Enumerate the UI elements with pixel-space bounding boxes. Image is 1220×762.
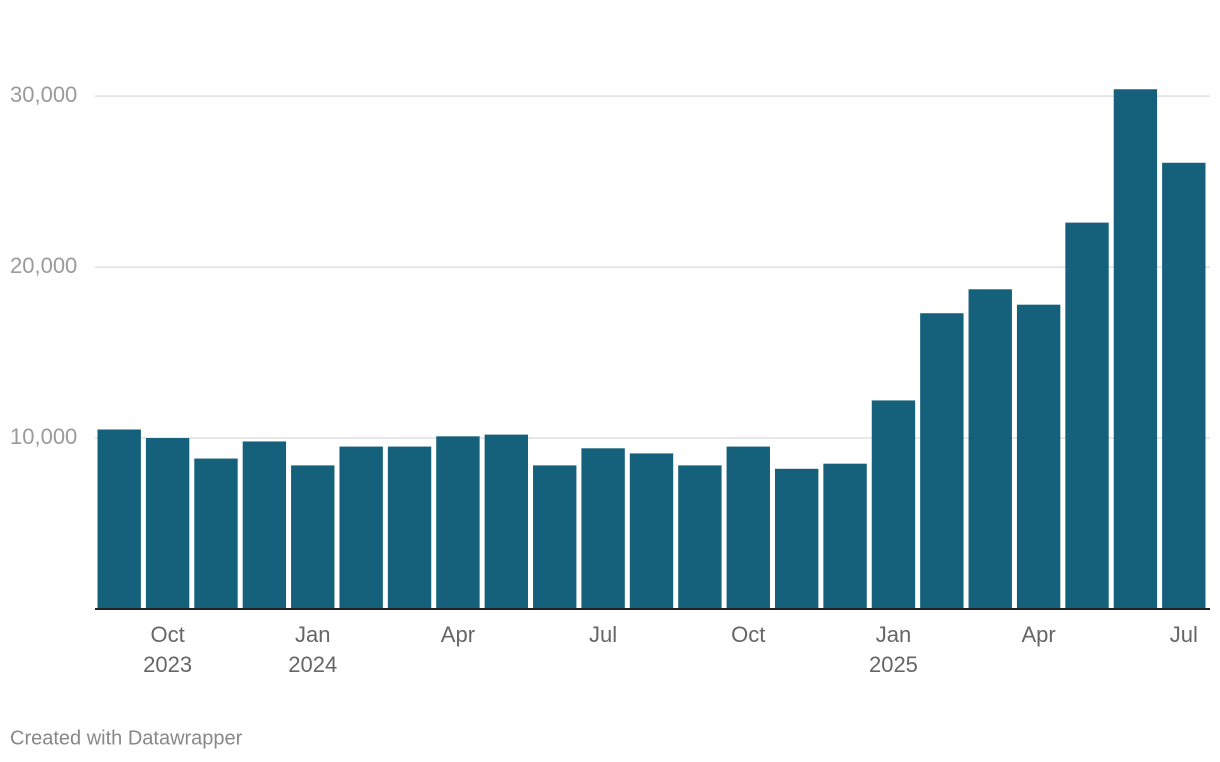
bar (533, 465, 577, 609)
x-tick-label: Oct (731, 622, 765, 647)
x-tick-label: Jan 2025 (869, 622, 918, 677)
footer: Created with Datawrapper (10, 727, 243, 749)
x-tick-label: Oct 2023 (143, 622, 192, 677)
bar (774, 468, 819, 609)
bar (1162, 162, 1206, 609)
bar (387, 446, 432, 609)
bar (678, 465, 722, 609)
bar (242, 441, 287, 609)
bar (436, 436, 480, 609)
y-tick-label: 10,000 (10, 424, 77, 449)
bar (1065, 222, 1109, 609)
bar (920, 313, 964, 609)
x-tick-label: Apr (441, 622, 475, 647)
bar (1016, 304, 1061, 609)
bar (726, 446, 770, 609)
bar (484, 434, 529, 609)
bar (97, 429, 141, 609)
bar (823, 463, 867, 609)
x-tick-label: Jan 2024 (288, 622, 337, 677)
x-tick-label: Apr (1022, 622, 1056, 647)
y-tick-label: 30,000 (10, 82, 77, 107)
y-tick-label: 20,000 (10, 253, 77, 278)
bar (871, 400, 916, 609)
bar (581, 448, 625, 609)
bar (291, 465, 335, 609)
bar (145, 438, 190, 609)
bar (968, 289, 1012, 609)
x-tick-label: Jul (589, 622, 617, 647)
bar (339, 446, 383, 609)
x-tick-label: Jul (1170, 622, 1198, 647)
bar (629, 453, 674, 609)
bar (194, 458, 238, 609)
bar (1113, 89, 1158, 610)
